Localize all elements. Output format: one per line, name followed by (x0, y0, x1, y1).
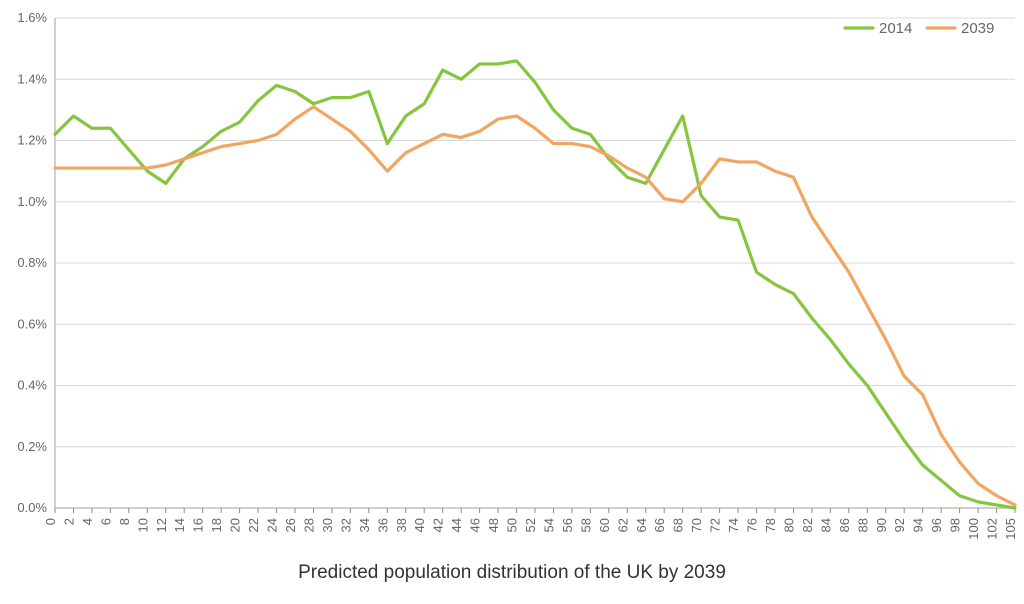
x-tick-label: 54 (541, 518, 556, 532)
x-tick-label: 58 (578, 518, 593, 532)
x-tick-label: 8 (117, 518, 132, 525)
x-tick-label: 2 (61, 518, 76, 525)
x-tick-label: 70 (689, 518, 704, 532)
x-tick-label: 56 (560, 518, 575, 532)
x-tick-label: 4 (80, 518, 95, 525)
x-tick-label: 88 (855, 518, 870, 532)
x-tick-label: 100 (966, 518, 981, 540)
x-tick-label: 28 (301, 518, 316, 532)
x-tick-label: 64 (634, 518, 649, 532)
x-tick-label: 82 (800, 518, 815, 532)
x-tick-label: 76 (745, 518, 760, 532)
chart-svg: 0.0%0.2%0.4%0.6%0.8%1.0%1.2%1.4%1.6%0246… (0, 0, 1024, 604)
y-tick-label: 1.6% (17, 10, 47, 25)
y-tick-label: 0.8% (17, 255, 47, 270)
x-tick-label: 36 (375, 518, 390, 532)
x-tick-label: 52 (523, 518, 538, 532)
x-tick-label: 30 (320, 518, 335, 532)
x-tick-label: 38 (394, 518, 409, 532)
x-tick-label: 40 (412, 518, 427, 532)
x-tick-label: 98 (948, 518, 963, 532)
x-tick-label: 16 (191, 518, 206, 532)
y-tick-label: 1.4% (17, 71, 47, 86)
x-tick-label: 6 (98, 518, 113, 525)
x-tick-label: 50 (505, 518, 520, 532)
legend-label: 2039 (961, 20, 994, 37)
x-tick-label: 66 (652, 518, 667, 532)
x-tick-label: 80 (781, 518, 796, 532)
x-tick-label: 60 (597, 518, 612, 532)
x-tick-label: 90 (874, 518, 889, 532)
x-tick-label: 72 (708, 518, 723, 532)
x-tick-label: 46 (468, 518, 483, 532)
y-tick-label: 0.6% (17, 316, 47, 331)
population-chart: 0.0%0.2%0.4%0.6%0.8%1.0%1.2%1.4%1.6%0246… (0, 0, 1024, 604)
x-tick-label: 96 (929, 518, 944, 532)
x-tick-label: 48 (486, 518, 501, 532)
x-tick-label: 102 (985, 518, 1000, 540)
chart-caption: Predicted population distribution of the… (0, 562, 1024, 584)
x-tick-label: 0 (43, 518, 58, 525)
y-tick-label: 0.0% (17, 500, 47, 515)
x-tick-label: 12 (154, 518, 169, 532)
y-tick-label: 1.0% (17, 194, 47, 209)
x-tick-label: 24 (265, 518, 280, 532)
x-tick-label: 105 (1003, 518, 1018, 540)
x-tick-label: 14 (172, 518, 187, 532)
legend-label: 2014 (879, 20, 912, 37)
x-tick-label: 42 (431, 518, 446, 532)
x-tick-label: 34 (357, 518, 372, 532)
x-tick-label: 62 (615, 518, 630, 532)
x-tick-label: 86 (837, 518, 852, 532)
x-tick-label: 32 (338, 518, 353, 532)
x-tick-label: 26 (283, 518, 298, 532)
x-tick-label: 68 (671, 518, 686, 532)
x-tick-label: 74 (726, 518, 741, 532)
x-tick-label: 94 (911, 518, 926, 532)
x-tick-label: 92 (892, 518, 907, 532)
x-tick-label: 84 (818, 518, 833, 532)
x-tick-label: 78 (763, 518, 778, 532)
y-tick-label: 0.2% (17, 439, 47, 454)
x-tick-label: 10 (135, 518, 150, 532)
x-tick-label: 18 (209, 518, 224, 532)
series-2039 (55, 107, 1015, 505)
y-tick-label: 0.4% (17, 378, 47, 393)
x-tick-label: 20 (228, 518, 243, 532)
x-tick-label: 22 (246, 518, 261, 532)
x-tick-label: 44 (449, 518, 464, 532)
y-tick-label: 1.2% (17, 133, 47, 148)
